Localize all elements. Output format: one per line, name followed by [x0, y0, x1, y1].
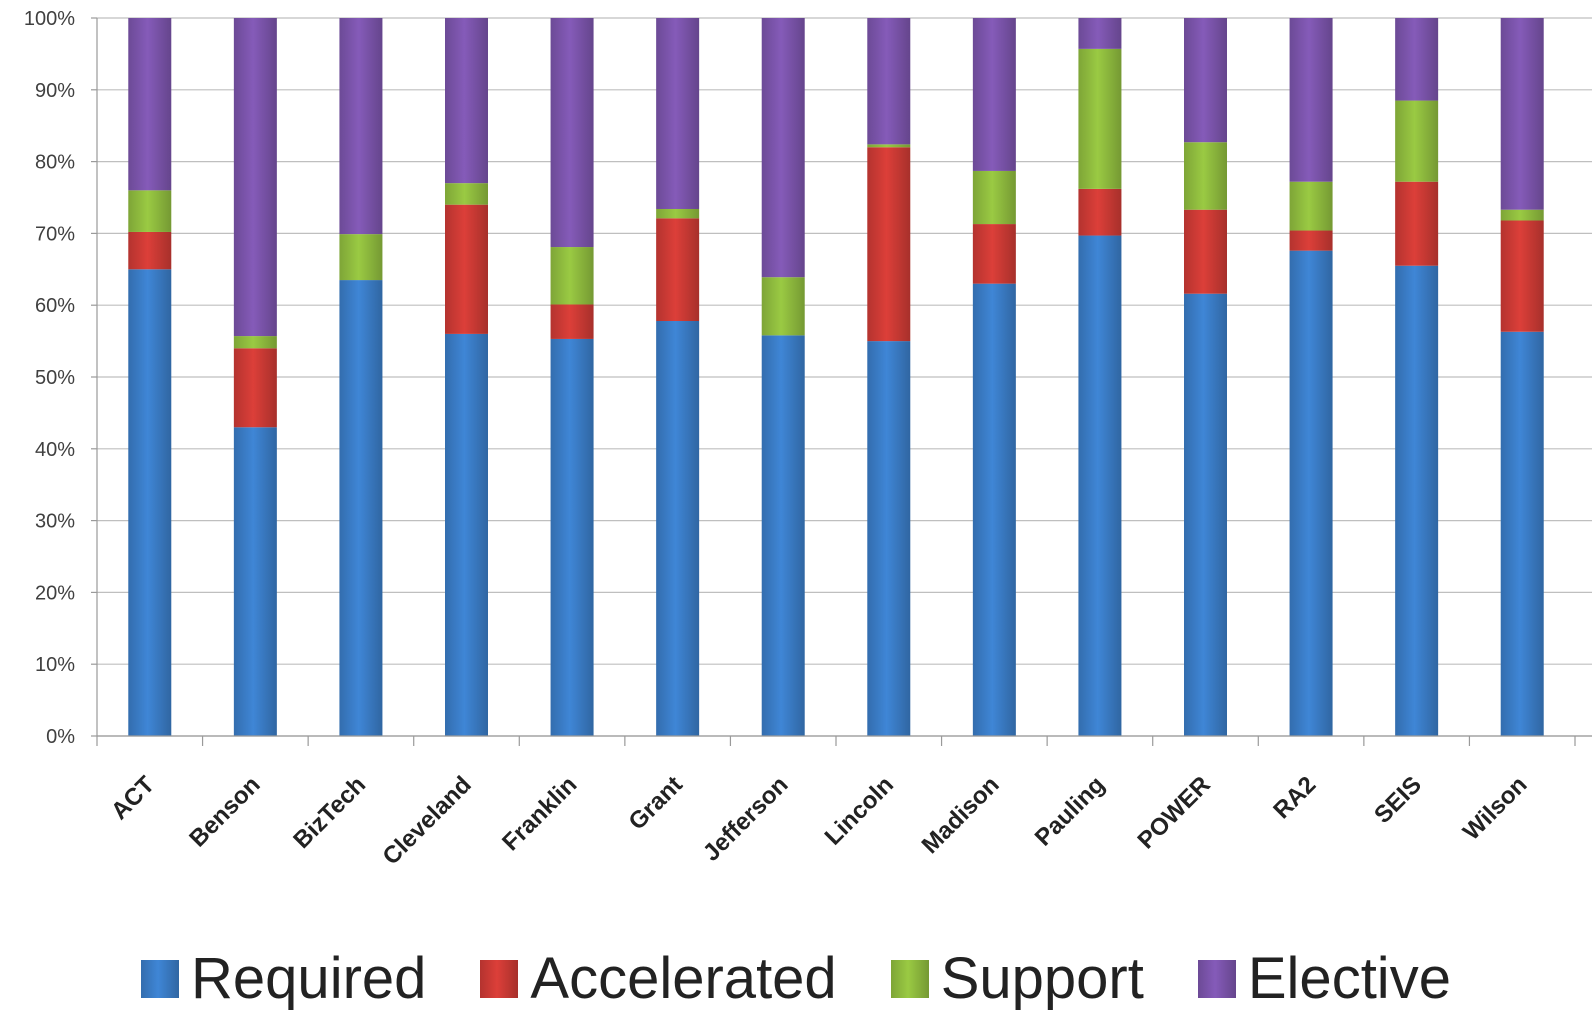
bar-segment-support-madison — [972, 170, 1016, 225]
bar-segment-required-wilson — [1500, 331, 1544, 736]
y-tick-label: 40% — [35, 439, 75, 461]
bar-segment-accelerated-pauling — [1078, 188, 1122, 236]
x-tick-label: SEIS — [1369, 771, 1427, 829]
bar-segment-required-power — [1184, 293, 1227, 736]
legend-item-support: Support — [890, 946, 1144, 1011]
x-tick-label: ACT — [106, 771, 160, 825]
bar-segment-elective-grant — [656, 18, 700, 209]
bar-segment-required-ra2 — [1289, 250, 1333, 736]
bar-segment-accelerated-seis — [1395, 181, 1439, 266]
bar-segment-support-power — [1184, 142, 1227, 210]
bar-segment-support-benson — [233, 336, 277, 349]
bar-segment-support-grant — [656, 208, 700, 219]
bar-segment-accelerated-grant — [656, 218, 700, 321]
y-tick-label: 50% — [35, 367, 75, 389]
bar-segment-accelerated-benson — [233, 348, 277, 428]
legend-swatch — [890, 960, 929, 998]
bar-segment-accelerated-act — [128, 231, 172, 270]
bar-segment-support-cleveland — [445, 183, 488, 205]
x-tick-label: BizTech — [288, 771, 371, 854]
legend-item-elective: Elective — [1197, 946, 1451, 1011]
y-tick-label: 10% — [35, 654, 75, 676]
bar-segment-required-grant — [656, 320, 700, 736]
legend: Required Accelerated Support Elective — [0, 944, 1592, 1014]
bar-segment-support-ra2 — [1289, 181, 1333, 231]
x-tick-label: RA2 — [1268, 771, 1321, 824]
legend-label: Accelerated — [530, 946, 837, 1011]
bar-segment-support-franklin — [550, 247, 594, 305]
y-tick-label: 100% — [24, 8, 75, 30]
bar-segment-required-franklin — [550, 338, 594, 736]
bar-segment-support-jefferson — [761, 277, 805, 336]
bar-segment-accelerated-lincoln — [867, 147, 911, 342]
y-tick-label: 20% — [35, 582, 75, 604]
bar-segment-elective-ra2 — [1289, 18, 1333, 182]
y-tick-label: 60% — [35, 295, 75, 317]
legend-label: Elective — [1247, 946, 1451, 1011]
bar-segment-elective-jefferson — [761, 18, 805, 278]
y-tick-label: 30% — [35, 511, 75, 533]
bar-segment-support-pauling — [1078, 48, 1122, 189]
y-tick-label: 80% — [35, 152, 75, 174]
bar-segment-elective-pauling — [1078, 18, 1122, 49]
bar-segment-elective-benson — [233, 18, 277, 337]
bar-segment-accelerated-wilson — [1500, 220, 1544, 332]
bar-segment-accelerated-ra2 — [1289, 230, 1333, 251]
x-tick-label: Wilson — [1458, 771, 1533, 846]
bar-segment-required-act — [128, 269, 172, 736]
x-tick-label: Madison — [917, 771, 1005, 859]
bar-segment-elective-madison — [972, 18, 1016, 171]
bar-segment-support-biztech — [339, 234, 383, 281]
x-tick-label: Grant — [624, 771, 688, 835]
legend-label: Support — [940, 946, 1144, 1011]
bars — [128, 18, 1544, 736]
bar-segment-required-madison — [972, 283, 1016, 736]
gridlines — [97, 17, 1592, 737]
bar-segment-support-lincoln — [867, 144, 911, 148]
bar-segment-elective-power — [1184, 18, 1227, 143]
x-tick-label: Franklin — [497, 771, 582, 856]
bar-segment-elective-franklin — [550, 18, 594, 248]
bar-segment-support-act — [128, 190, 172, 232]
legend-label: Required — [191, 946, 427, 1011]
bar-segment-elective-cleveland — [445, 18, 488, 184]
bar-segment-required-jefferson — [761, 335, 805, 736]
bar-segment-accelerated-cleveland — [445, 204, 488, 334]
bar-segment-required-biztech — [339, 280, 383, 736]
bar-segment-elective-wilson — [1500, 18, 1544, 210]
y-tick-label: 90% — [35, 80, 75, 102]
legend-swatch — [1197, 960, 1236, 998]
bar-segment-required-benson — [233, 427, 277, 736]
bar-segment-required-lincoln — [867, 341, 911, 736]
x-tick-label: Benson — [184, 771, 265, 852]
legend-swatch — [480, 960, 519, 998]
bar-segment-support-wilson — [1500, 209, 1544, 221]
legend-swatch — [141, 960, 180, 998]
x-tick-label: Lincoln — [820, 771, 899, 850]
y-tick-label: 70% — [35, 223, 75, 245]
bar-segment-accelerated-franklin — [550, 304, 594, 339]
x-tick-label: Jefferson — [698, 771, 793, 866]
bar-segment-required-cleveland — [445, 333, 488, 736]
bar-segment-support-seis — [1395, 100, 1439, 182]
legend-item-accelerated: Accelerated — [480, 946, 837, 1011]
bar-segment-elective-act — [128, 18, 172, 191]
bar-segment-required-seis — [1395, 265, 1439, 736]
y-tick-label: 0% — [46, 726, 75, 748]
bar-segment-accelerated-power — [1184, 209, 1227, 294]
bar-segment-elective-lincoln — [867, 18, 911, 145]
x-tick-label: POWER — [1133, 771, 1216, 854]
legend-item-required: Required — [141, 950, 426, 1008]
stacked-bar-chart: 0% 10% 20% 30% 40% 50% 60% 70% 80% 90% 100% ACT Bens… — [24, 8, 1592, 870]
x-tick-label: Pauling — [1030, 771, 1110, 851]
bar-segment-elective-biztech — [339, 18, 383, 235]
bar-segment-elective-seis — [1395, 18, 1439, 101]
bar-segment-required-pauling — [1078, 235, 1122, 736]
bar-segment-accelerated-madison — [972, 224, 1016, 284]
x-tick-label: Cleveland — [377, 771, 476, 870]
